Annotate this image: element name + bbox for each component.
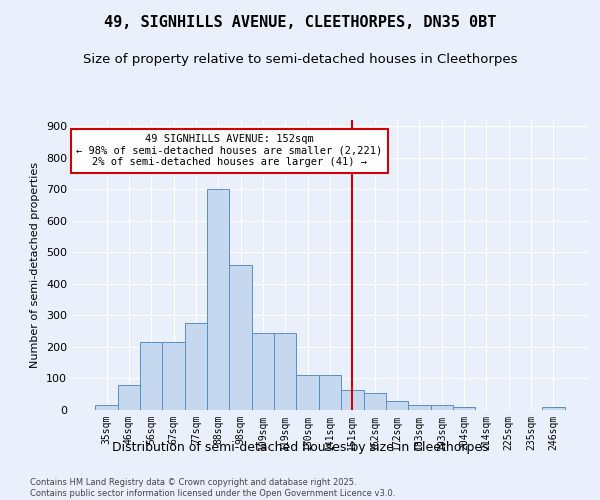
Bar	[118, 385, 140, 410]
Bar	[364, 392, 386, 410]
Bar	[95, 406, 118, 410]
Y-axis label: Number of semi-detached properties: Number of semi-detached properties	[31, 162, 40, 368]
Text: 49 SIGNHILLS AVENUE: 152sqm
← 98% of semi-detached houses are smaller (2,221)
2%: 49 SIGNHILLS AVENUE: 152sqm ← 98% of sem…	[76, 134, 383, 168]
Text: Contains HM Land Registry data © Crown copyright and database right 2025.
Contai: Contains HM Land Registry data © Crown c…	[30, 478, 395, 498]
Bar	[542, 408, 565, 410]
Bar	[341, 390, 364, 410]
Text: 49, SIGNHILLS AVENUE, CLEETHORPES, DN35 0BT: 49, SIGNHILLS AVENUE, CLEETHORPES, DN35 …	[104, 15, 496, 30]
Bar	[408, 406, 431, 410]
Bar	[163, 342, 185, 410]
Bar	[319, 376, 341, 410]
Bar	[453, 407, 475, 410]
Bar	[386, 400, 408, 410]
Bar	[185, 324, 207, 410]
Text: Distribution of semi-detached houses by size in Cleethorpes: Distribution of semi-detached houses by …	[112, 441, 488, 454]
Bar	[140, 342, 163, 410]
Bar	[207, 190, 229, 410]
Bar	[431, 406, 453, 410]
Text: Size of property relative to semi-detached houses in Cleethorpes: Size of property relative to semi-detach…	[83, 52, 517, 66]
Bar	[296, 376, 319, 410]
Bar	[274, 333, 296, 410]
Bar	[229, 265, 252, 410]
Bar	[252, 333, 274, 410]
